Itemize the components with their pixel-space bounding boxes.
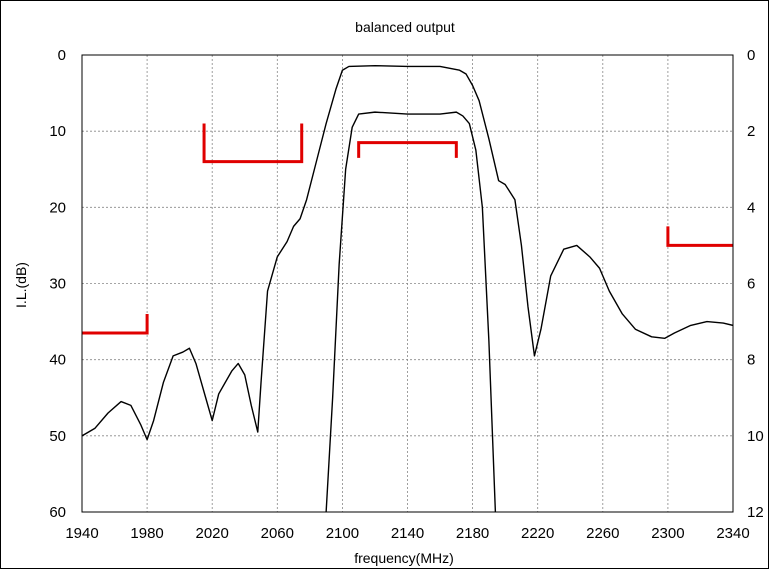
y-tick-label: 20 <box>49 199 66 216</box>
y2-tick-label: 2 <box>747 123 755 140</box>
y2-tick-label: 10 <box>747 428 764 445</box>
spec-mask-line <box>357 141 458 158</box>
y-tick-label: 50 <box>49 428 66 445</box>
y2-tick-label: 0 <box>747 47 755 64</box>
spec-masks <box>82 123 733 335</box>
x-axis-label: frequency(MHz) <box>354 550 454 566</box>
y-axis-label: I.L.(dB) <box>13 262 29 308</box>
x-tick-label: 2180 <box>456 525 489 542</box>
y2-tick-label: 8 <box>747 352 755 369</box>
y-tick-label: 40 <box>49 352 66 369</box>
series-line-left <box>82 64 733 441</box>
grid <box>82 55 733 512</box>
x-tick-label: 2340 <box>716 525 749 542</box>
y-tick-label: 0 <box>58 47 66 64</box>
x-tick-label: 2260 <box>586 525 619 542</box>
x-tick-label: 2020 <box>196 525 229 542</box>
x-tick-label: 1980 <box>130 525 163 542</box>
y-tick-label: 30 <box>49 276 66 293</box>
x-tick-label: 1940 <box>65 525 98 542</box>
spec-mask-line <box>202 123 304 164</box>
x-tick-label: 2220 <box>521 525 554 542</box>
y-tick-label: 60 <box>49 504 66 521</box>
y2-tick-label: 6 <box>747 276 755 293</box>
series-line-right <box>325 111 497 512</box>
y2-tick-label: 4 <box>747 199 755 216</box>
x-tick-label: 2140 <box>391 525 424 542</box>
series-lines <box>82 64 733 512</box>
y-tick-label: 10 <box>49 123 66 140</box>
x-tick-label: 2060 <box>261 525 294 542</box>
plot-area-border <box>81 54 734 513</box>
x-tick-label: 2300 <box>651 525 684 542</box>
y2-tick-label: 12 <box>747 504 764 521</box>
chart-title: balanced output <box>355 19 455 35</box>
spec-mask-line <box>82 313 149 335</box>
x-tick-label: 2100 <box>326 525 359 542</box>
tick-labels: 1940 1980 2020 2060 2100 2140 2180 2220 2260 2300… <box>49 47 763 542</box>
spec-mask-line <box>666 226 733 247</box>
